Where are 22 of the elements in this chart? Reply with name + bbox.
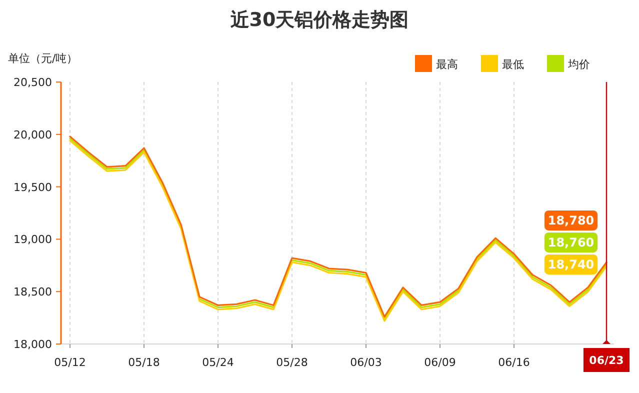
legend-label: 均价	[567, 58, 590, 71]
x-tick-label: 05/28	[276, 356, 308, 369]
y-tick-label: 20,500	[14, 76, 52, 89]
x-tick-label: 06/16	[498, 356, 530, 369]
data-label: 18,740	[548, 257, 594, 272]
data-label: 18,760	[548, 235, 594, 250]
y-tick-label: 18,000	[14, 338, 52, 351]
x-tick-label: 06/03	[350, 356, 382, 369]
ylabel: 单位（元/吨）	[8, 52, 78, 65]
y-tick-label: 20,000	[14, 128, 52, 142]
x-tick-label: 05/24	[202, 356, 234, 369]
x-tick-label: 06/23	[589, 354, 624, 367]
y-tick-label: 18,500	[14, 286, 52, 299]
data-label: 18,780	[548, 213, 594, 228]
y-tick-label: 19,500	[14, 180, 52, 194]
legend-label: 最低	[502, 58, 524, 71]
x-tick-label: 05/12	[54, 356, 86, 369]
legend-label: 最高	[436, 58, 458, 71]
y-tick-label: 19,000	[14, 233, 52, 246]
x-tick-label: 05/18	[128, 356, 160, 369]
x-tick-label: 06/09	[424, 356, 456, 369]
title: 近30天铝价格走势图	[230, 9, 409, 31]
